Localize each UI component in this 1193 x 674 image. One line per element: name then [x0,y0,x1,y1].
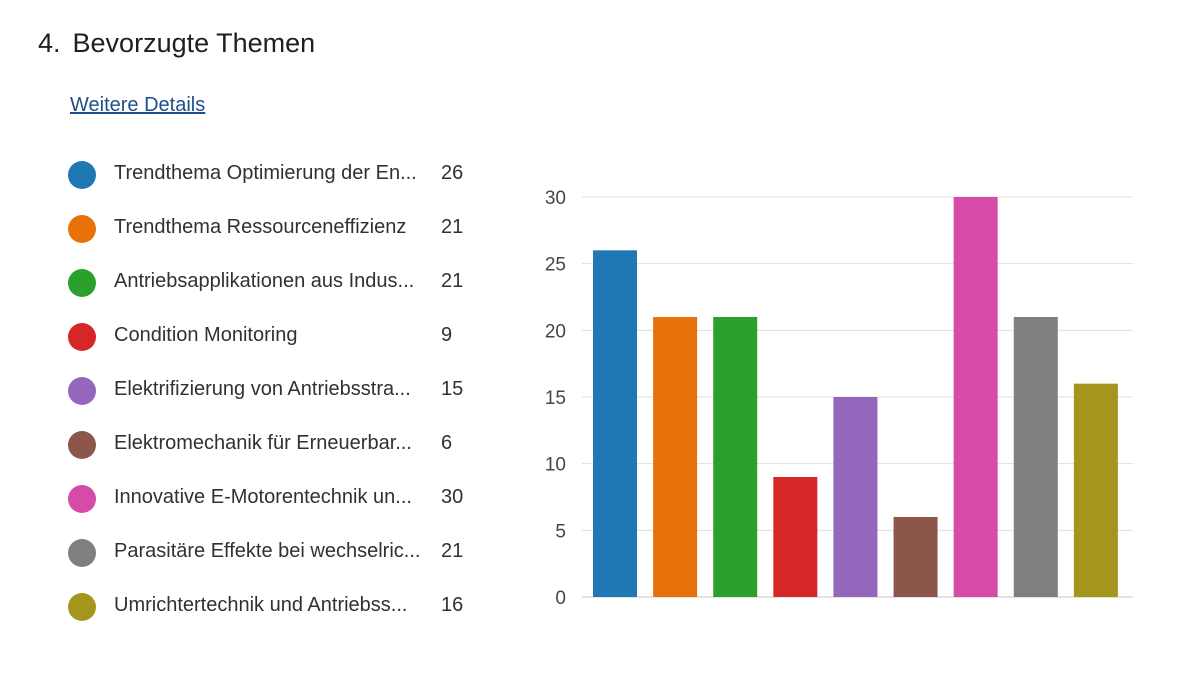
chart-bars [593,197,1118,598]
legend-count: 30 [441,486,464,508]
bar[interactable] [773,477,818,597]
more-details-link[interactable]: Weitere Details [70,94,206,116]
legend-color-dot [68,485,96,513]
legend-color-dot [68,593,96,621]
legend-item: Elektromechanik für Erneuerbar... 6 [68,428,488,482]
bar[interactable] [1013,317,1058,597]
legend-item: Antriebsapplikationen aus Indus... 21 [68,266,488,320]
legend-item: Trendthema Optimierung der En... 26 [68,158,488,212]
legend-item: Trendthema Ressourceneffizienz 21 [68,212,488,266]
legend-count: 26 [441,162,464,184]
y-tick-label: 20 [545,321,566,342]
y-tick-label: 30 [545,188,566,209]
legend-count: 15 [441,378,464,400]
bar[interactable] [833,397,878,597]
legend-count: 21 [441,216,464,238]
y-tick-label: 0 [555,588,566,609]
legend-color-dot [68,431,96,459]
legend-color-dot [68,539,96,567]
legend-count: 9 [441,324,453,346]
legend-item: Elektrifizierung von Antriebsstra... 15 [68,374,488,428]
y-tick-label: 15 [545,388,566,409]
legend-count: 21 [441,540,464,562]
bar[interactable] [593,250,637,598]
legend-count: 21 [441,270,464,292]
question-title-text: Bevorzugte Themen [72,28,316,58]
chart-legend: Trendthema Optimierung der En... 26 Trendt… [68,158,488,644]
bar[interactable] [713,317,758,597]
legend-color-dot [68,161,96,189]
legend-item: Condition Monitoring 9 [68,320,488,374]
bar[interactable] [953,197,998,597]
bar[interactable] [893,517,938,597]
legend-color-dot [68,269,96,297]
legend-color-dot [68,377,96,405]
question-number: 4. [38,28,61,58]
legend-item: Innovative E-Motorentechnik un... 30 [68,482,488,536]
y-tick-label: 25 [545,255,566,276]
bar[interactable] [653,317,698,597]
chart-y-axis: 0 5 10 15 20 25 30 [545,188,566,609]
bar[interactable] [1073,383,1118,597]
legend-count: 16 [441,594,464,616]
y-tick-label: 5 [555,521,566,542]
legend-item: Parasitäre Effekte bei wechselric... 21 [68,536,488,590]
legend-color-dot [68,323,96,351]
legend-count: 6 [441,432,453,454]
legend-item: Umrichtertechnik und Antriebss... 16 [68,590,488,644]
y-tick-label: 10 [545,455,566,476]
legend-color-dot [68,215,96,243]
question-title: 4. Bevorzugte Themen [38,28,315,59]
